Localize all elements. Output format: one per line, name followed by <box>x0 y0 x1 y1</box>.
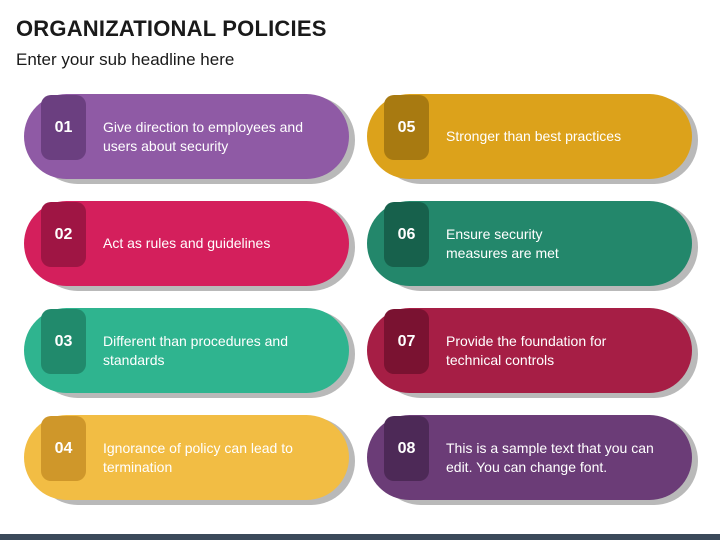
policy-card: 05 Stronger than best practices <box>367 94 698 184</box>
card-number: 07 <box>384 309 429 374</box>
policy-card: 01 Give direction to employees and users… <box>24 94 355 184</box>
policy-card: 07 Provide the foundation for technical … <box>367 308 698 398</box>
page-subtitle: Enter your sub headline here <box>16 50 235 69</box>
page-title: ORGANIZATIONAL POLICIES <box>16 16 327 41</box>
policy-card: 03 Different than procedures and standar… <box>24 308 355 398</box>
card-text: Ensure security measures are met <box>446 225 559 261</box>
policy-card: 04 Ignorance of policy can lead to termi… <box>24 415 355 505</box>
card-number: 06 <box>384 202 429 267</box>
policy-card: 06 Ensure security measures are met <box>367 201 698 291</box>
card-text: Stronger than best practices <box>446 128 622 144</box>
card-text: Give direction to employees and users ab… <box>103 118 303 154</box>
card-text: Ignorance of policy can lead to terminat… <box>103 439 293 475</box>
footer-bar <box>0 534 720 540</box>
card-number: 04 <box>41 416 86 481</box>
card-number: 05 <box>384 95 429 160</box>
policy-card: 02 Act as rules and guidelines <box>24 201 355 291</box>
card-text: This is a sample text that you can edit.… <box>446 439 654 475</box>
card-text: Different than procedures and standards <box>103 332 288 368</box>
card-text: Act as rules and guidelines <box>103 235 271 251</box>
card-text: Provide the foundation for technical con… <box>446 332 607 368</box>
policy-card: 08 This is a sample text that you can ed… <box>367 415 698 505</box>
card-number: 08 <box>384 416 429 481</box>
card-number: 02 <box>41 202 86 267</box>
card-number: 03 <box>41 309 86 374</box>
card-number: 01 <box>41 95 86 160</box>
